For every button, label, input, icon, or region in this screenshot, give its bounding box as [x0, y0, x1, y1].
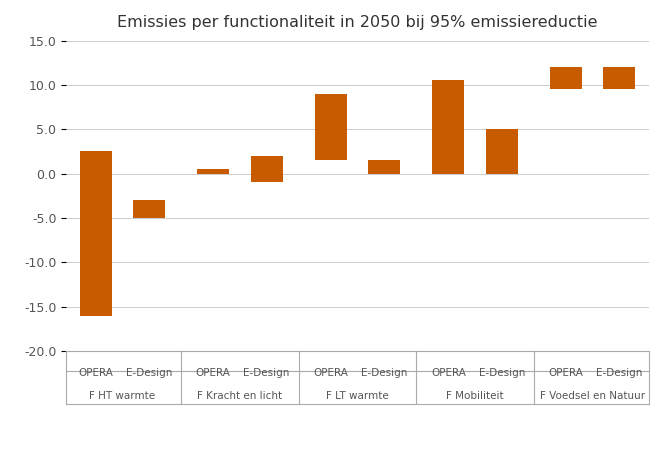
Text: E-Design: E-Design: [596, 368, 643, 378]
Text: E-Design: E-Design: [479, 368, 525, 378]
Text: F Kracht en licht: F Kracht en licht: [197, 392, 283, 401]
Bar: [368, 160, 401, 174]
Text: F HT warmte: F HT warmte: [89, 392, 156, 401]
Text: OPERA: OPERA: [196, 368, 230, 378]
Text: F Voedsel en Natuur: F Voedsel en Natuur: [540, 392, 645, 401]
Bar: [432, 81, 464, 174]
Text: OPERA: OPERA: [78, 368, 113, 378]
Title: Emissies per functionaliteit in 2050 bij 95% emissiereductie: Emissies per functionaliteit in 2050 bij…: [117, 14, 598, 30]
Text: F LT warmte: F LT warmte: [326, 392, 389, 401]
Bar: [314, 94, 347, 160]
Bar: [251, 156, 283, 182]
Bar: [133, 200, 165, 218]
Text: E-Design: E-Design: [361, 368, 407, 378]
Text: OPERA: OPERA: [549, 368, 583, 378]
Text: E-Design: E-Design: [244, 368, 290, 378]
Text: OPERA: OPERA: [431, 368, 466, 378]
Bar: [603, 67, 636, 89]
Text: F Mobiliteit: F Mobiliteit: [446, 392, 504, 401]
Text: E-Design: E-Design: [126, 368, 172, 378]
Bar: [550, 67, 582, 89]
Bar: [79, 151, 112, 315]
Bar: [197, 169, 229, 174]
Text: OPERA: OPERA: [313, 368, 348, 378]
Bar: [486, 129, 518, 174]
